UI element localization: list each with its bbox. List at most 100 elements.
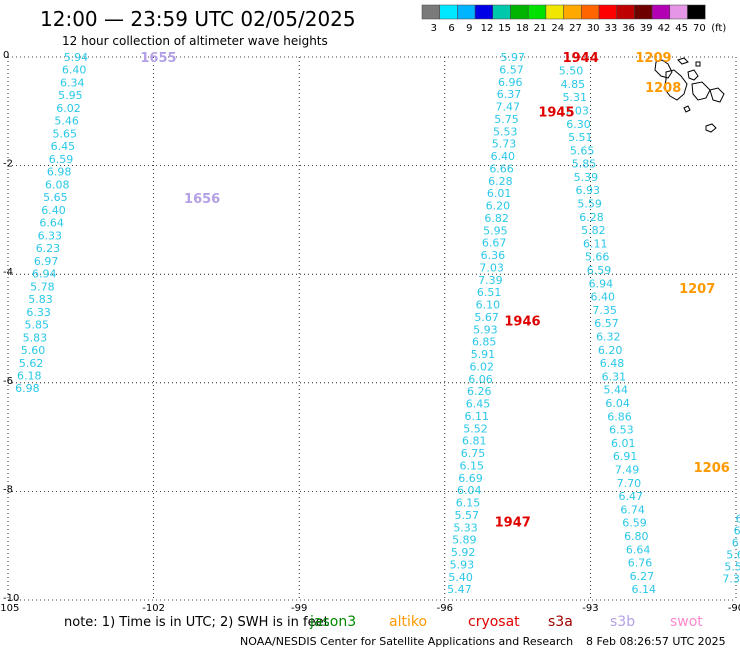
wave-height-value: 6.59 — [622, 517, 647, 530]
wave-height-value: 6.76 — [628, 557, 653, 570]
wave-height-value: 5.85 — [572, 158, 597, 171]
wave-height-value: 5.73 — [492, 138, 517, 151]
legend-label: 36 — [622, 23, 635, 34]
wave-height-value: 5.59 — [577, 198, 602, 211]
pass-time-labels: 1655 1656 1944 1945 1946 1947 1209 1208 1207 1206 — [140, 51, 729, 530]
legend-label: 24 — [551, 23, 564, 34]
satellite-name: swot — [670, 614, 703, 630]
wave-height-value: 6.69 — [458, 472, 483, 485]
wave-height-value: 6.45 — [466, 398, 491, 411]
legend-swatch — [439, 4, 458, 20]
timestamp-text: 8 Feb 08:26:57 UTC 2025 — [586, 635, 726, 648]
wave-height-value: 5.60 — [21, 344, 46, 357]
pass-time-label: 1944 — [563, 51, 599, 66]
wave-height-value: 6.75 — [461, 447, 486, 460]
wave-height-value: 6.30 — [566, 118, 591, 131]
wave-height-value: 5.91 — [471, 348, 496, 361]
wave-height-value: 6.96 — [498, 76, 523, 89]
wave-height-value: 6. — [736, 513, 740, 526]
wave-height-value: 6.64 — [626, 543, 651, 556]
legend-label: 21 — [534, 23, 547, 34]
wave-height-value: 5.65 — [52, 127, 77, 140]
y-tick-label: -4 — [3, 267, 13, 278]
wave-height-value: 6.34 — [60, 76, 85, 89]
legend-label: 30 — [587, 23, 600, 34]
wave-height-value: 6.81 — [462, 435, 487, 448]
wave-height-value: 6.18 — [17, 369, 42, 382]
legend-label: 27 — [569, 23, 582, 34]
wave-height-value: 5.46 — [54, 115, 79, 128]
wave-height-value: 6.59 — [49, 153, 74, 166]
legend-swatch — [457, 4, 476, 20]
footer-note: note: 1) Time is in UTC; 2) SWH is in fe… — [64, 615, 329, 630]
pass-time-label: 1656 — [184, 192, 220, 207]
wave-height-value: 6.45 — [51, 140, 76, 153]
y-tick-label: -6 — [3, 376, 13, 387]
wave-height-value: 5.51 — [568, 131, 593, 144]
legend-label: 12 — [481, 23, 494, 34]
satellite-name: cryosat — [468, 614, 520, 630]
wave-height-value: 6.15 — [456, 497, 481, 510]
x-tick-label: -90 — [728, 603, 740, 614]
x-tick-label: -105 — [0, 603, 19, 614]
legend-swatch — [421, 4, 440, 20]
wave-height-value: 6.97 — [34, 255, 59, 268]
legend-swatch — [563, 4, 582, 20]
wave-height-value: 5.85 — [24, 319, 49, 332]
y-tick-label: 0 — [3, 50, 9, 61]
wave-height-value: 6.37 — [497, 88, 522, 101]
wave-height-value: 7.47 — [496, 101, 521, 114]
wave-height-value: 5.93 — [473, 323, 498, 336]
wave-height-value: 5.65 — [570, 144, 595, 157]
wave-height-value: 6.86 — [607, 410, 632, 423]
wave-height-value: 5.83 — [23, 331, 48, 344]
wave-height-value: 6.06 — [468, 373, 493, 386]
wave-height-value: 6.32 — [596, 331, 621, 344]
x-tick-label: -93 — [582, 603, 598, 614]
wave-height-value: 5.83 — [28, 293, 53, 306]
wave-height-value: 5.95 — [483, 224, 508, 237]
wave-height-value: 6.04 — [605, 397, 630, 410]
pass-time-label: 1209 — [635, 51, 671, 66]
pass-time-label: 1946 — [504, 314, 540, 329]
wave-height-value: 7.3 — [722, 572, 740, 585]
wave-height-value: 6.94 — [32, 268, 57, 281]
wave-height-value: 6.10 — [476, 299, 501, 312]
wave-height-value: 5.5 — [724, 560, 740, 573]
y-tick-label: -8 — [3, 484, 13, 495]
legend-swatch — [510, 4, 529, 20]
wave-height-value: 7.35 — [592, 304, 617, 317]
legend-unit: (ft) — [711, 23, 726, 34]
wave-height-value: 6.98 — [15, 382, 40, 395]
wave-height-value: 6.48 — [600, 357, 625, 370]
wave-height-value: 5.53 — [493, 125, 518, 138]
wave-height-value: 6.66 — [489, 162, 514, 175]
wave-height-value: 5.33 — [453, 521, 478, 534]
x-tick-label: -102 — [142, 603, 165, 614]
wave-height-value: 6.40 — [41, 204, 66, 217]
satellite-legend: jason3 altiko cryosat s3a s3b swot — [309, 614, 703, 630]
legend-label: 18 — [516, 23, 529, 34]
x-tick-label: -96 — [437, 603, 453, 614]
wave-height-value: 6.59 — [587, 264, 612, 277]
wave-height-value: 5.44 — [604, 384, 629, 397]
wave-height-value: 5.57 — [455, 509, 480, 522]
legend-swatch — [669, 4, 688, 20]
wave-height-value: 5.93 — [450, 558, 475, 571]
wave-height-value: 6.47 — [618, 490, 643, 503]
satellite-name: s3a — [548, 614, 573, 630]
wave-height-value: 6.40 — [62, 64, 87, 77]
legend-label: 39 — [640, 23, 653, 34]
wave-height-value: 6.33 — [38, 229, 63, 242]
wave-height-value: 6.94 — [589, 277, 614, 290]
map-subtitle: 12 hour collection of altimeter wave hei… — [62, 34, 328, 48]
wave-height-value: 5.52 — [463, 422, 488, 435]
pass-time-label: 1206 — [694, 461, 730, 476]
pass-time-label: 1208 — [645, 81, 681, 96]
pass-time-label: 1655 — [140, 51, 176, 66]
satellite-name: jason3 — [309, 614, 356, 630]
wave-height-value: 6.74 — [620, 503, 645, 516]
wave-height-value: 6.82 — [484, 212, 509, 225]
wave-height-value: 6.64 — [39, 217, 64, 230]
